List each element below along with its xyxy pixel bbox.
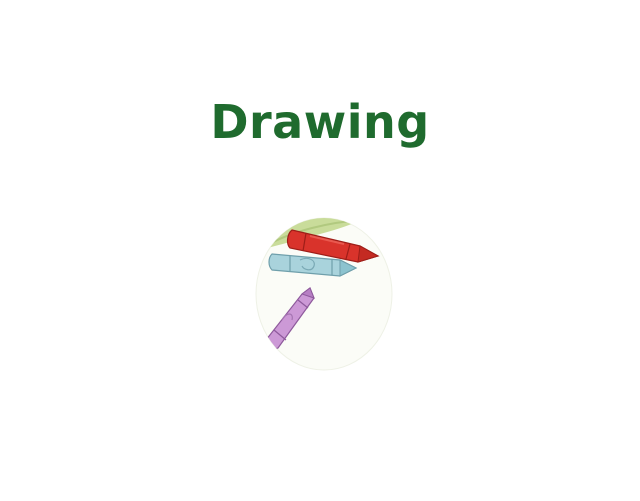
blue-crayon [268, 253, 358, 277]
red-crayon [286, 229, 380, 263]
page-title: Drawing [210, 95, 430, 149]
crayons-icon [255, 217, 393, 371]
drawing-activity-button[interactable] [252, 208, 396, 372]
